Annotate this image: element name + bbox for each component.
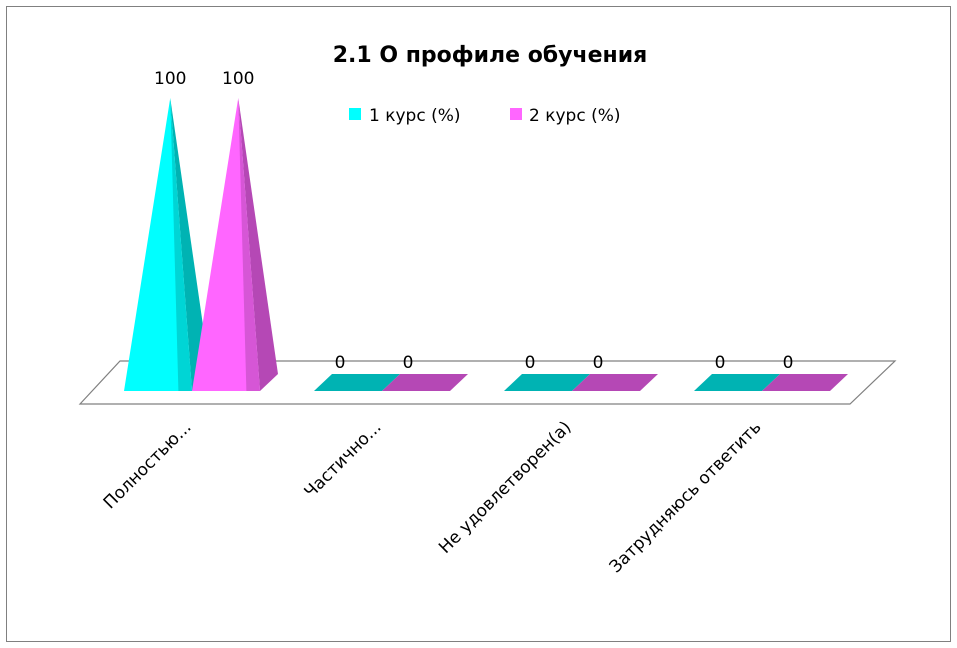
bar-3-series-1	[504, 374, 590, 391]
data-label-1-series-2: 100	[222, 69, 254, 89]
bar-4-series-2	[762, 374, 848, 391]
bar-2-series-1	[314, 374, 400, 391]
chart-floor	[78, 360, 897, 405]
bar-1-series-2	[192, 98, 278, 391]
bar-3-series-2	[572, 374, 658, 391]
data-label-3-series-1: 0	[525, 353, 536, 373]
bar-4-series-1	[694, 374, 780, 391]
data-label-4-series-1: 0	[715, 353, 726, 373]
data-label-3-series-2: 0	[593, 353, 604, 373]
bar-2-series-2	[382, 374, 468, 391]
legend: 1 курс (%) 2 курс (%)	[349, 106, 621, 126]
data-label-4-series-2: 0	[783, 353, 794, 373]
data-label-2-series-1: 0	[335, 353, 346, 373]
legend-label-series-2: 2 курс (%)	[529, 106, 621, 126]
data-label-2-series-2: 0	[403, 353, 414, 373]
legend-swatch-series-1	[349, 108, 361, 120]
legend-swatch-series-2	[510, 108, 522, 120]
data-label-1-series-1: 100	[154, 69, 186, 89]
bar-1-series-1	[124, 98, 210, 391]
data-labels: 100 100 0 0 0 0 0 0	[154, 69, 793, 373]
chart-title: 2.1 О профиле обучения	[333, 43, 648, 68]
legend-label-series-1: 1 курс (%)	[369, 106, 461, 126]
chart-marks	[124, 98, 848, 391]
